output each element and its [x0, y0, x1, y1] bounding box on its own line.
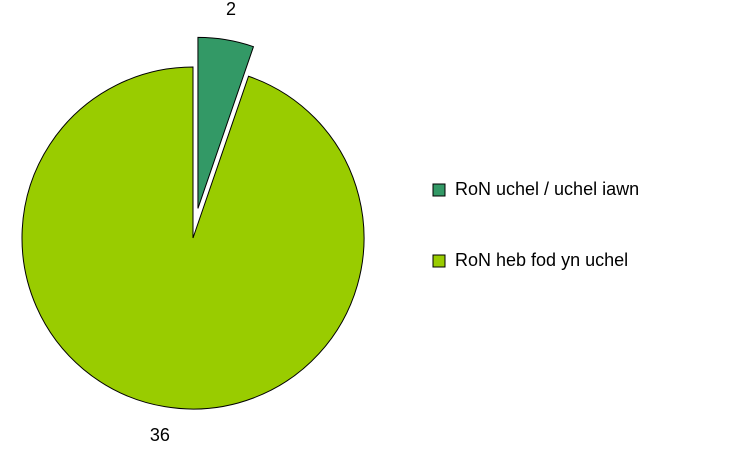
pie-slice — [21, 66, 365, 410]
data-label: 2 — [226, 0, 236, 19]
pie-slice — [197, 36, 255, 209]
legend-swatch — [432, 183, 446, 197]
legend-label: RoN uchel / uchel iawn — [455, 179, 639, 199]
data-label: 36 — [150, 425, 170, 445]
legend-label: RoN heb fod yn uchel — [455, 250, 628, 270]
legend-swatch — [432, 254, 446, 268]
